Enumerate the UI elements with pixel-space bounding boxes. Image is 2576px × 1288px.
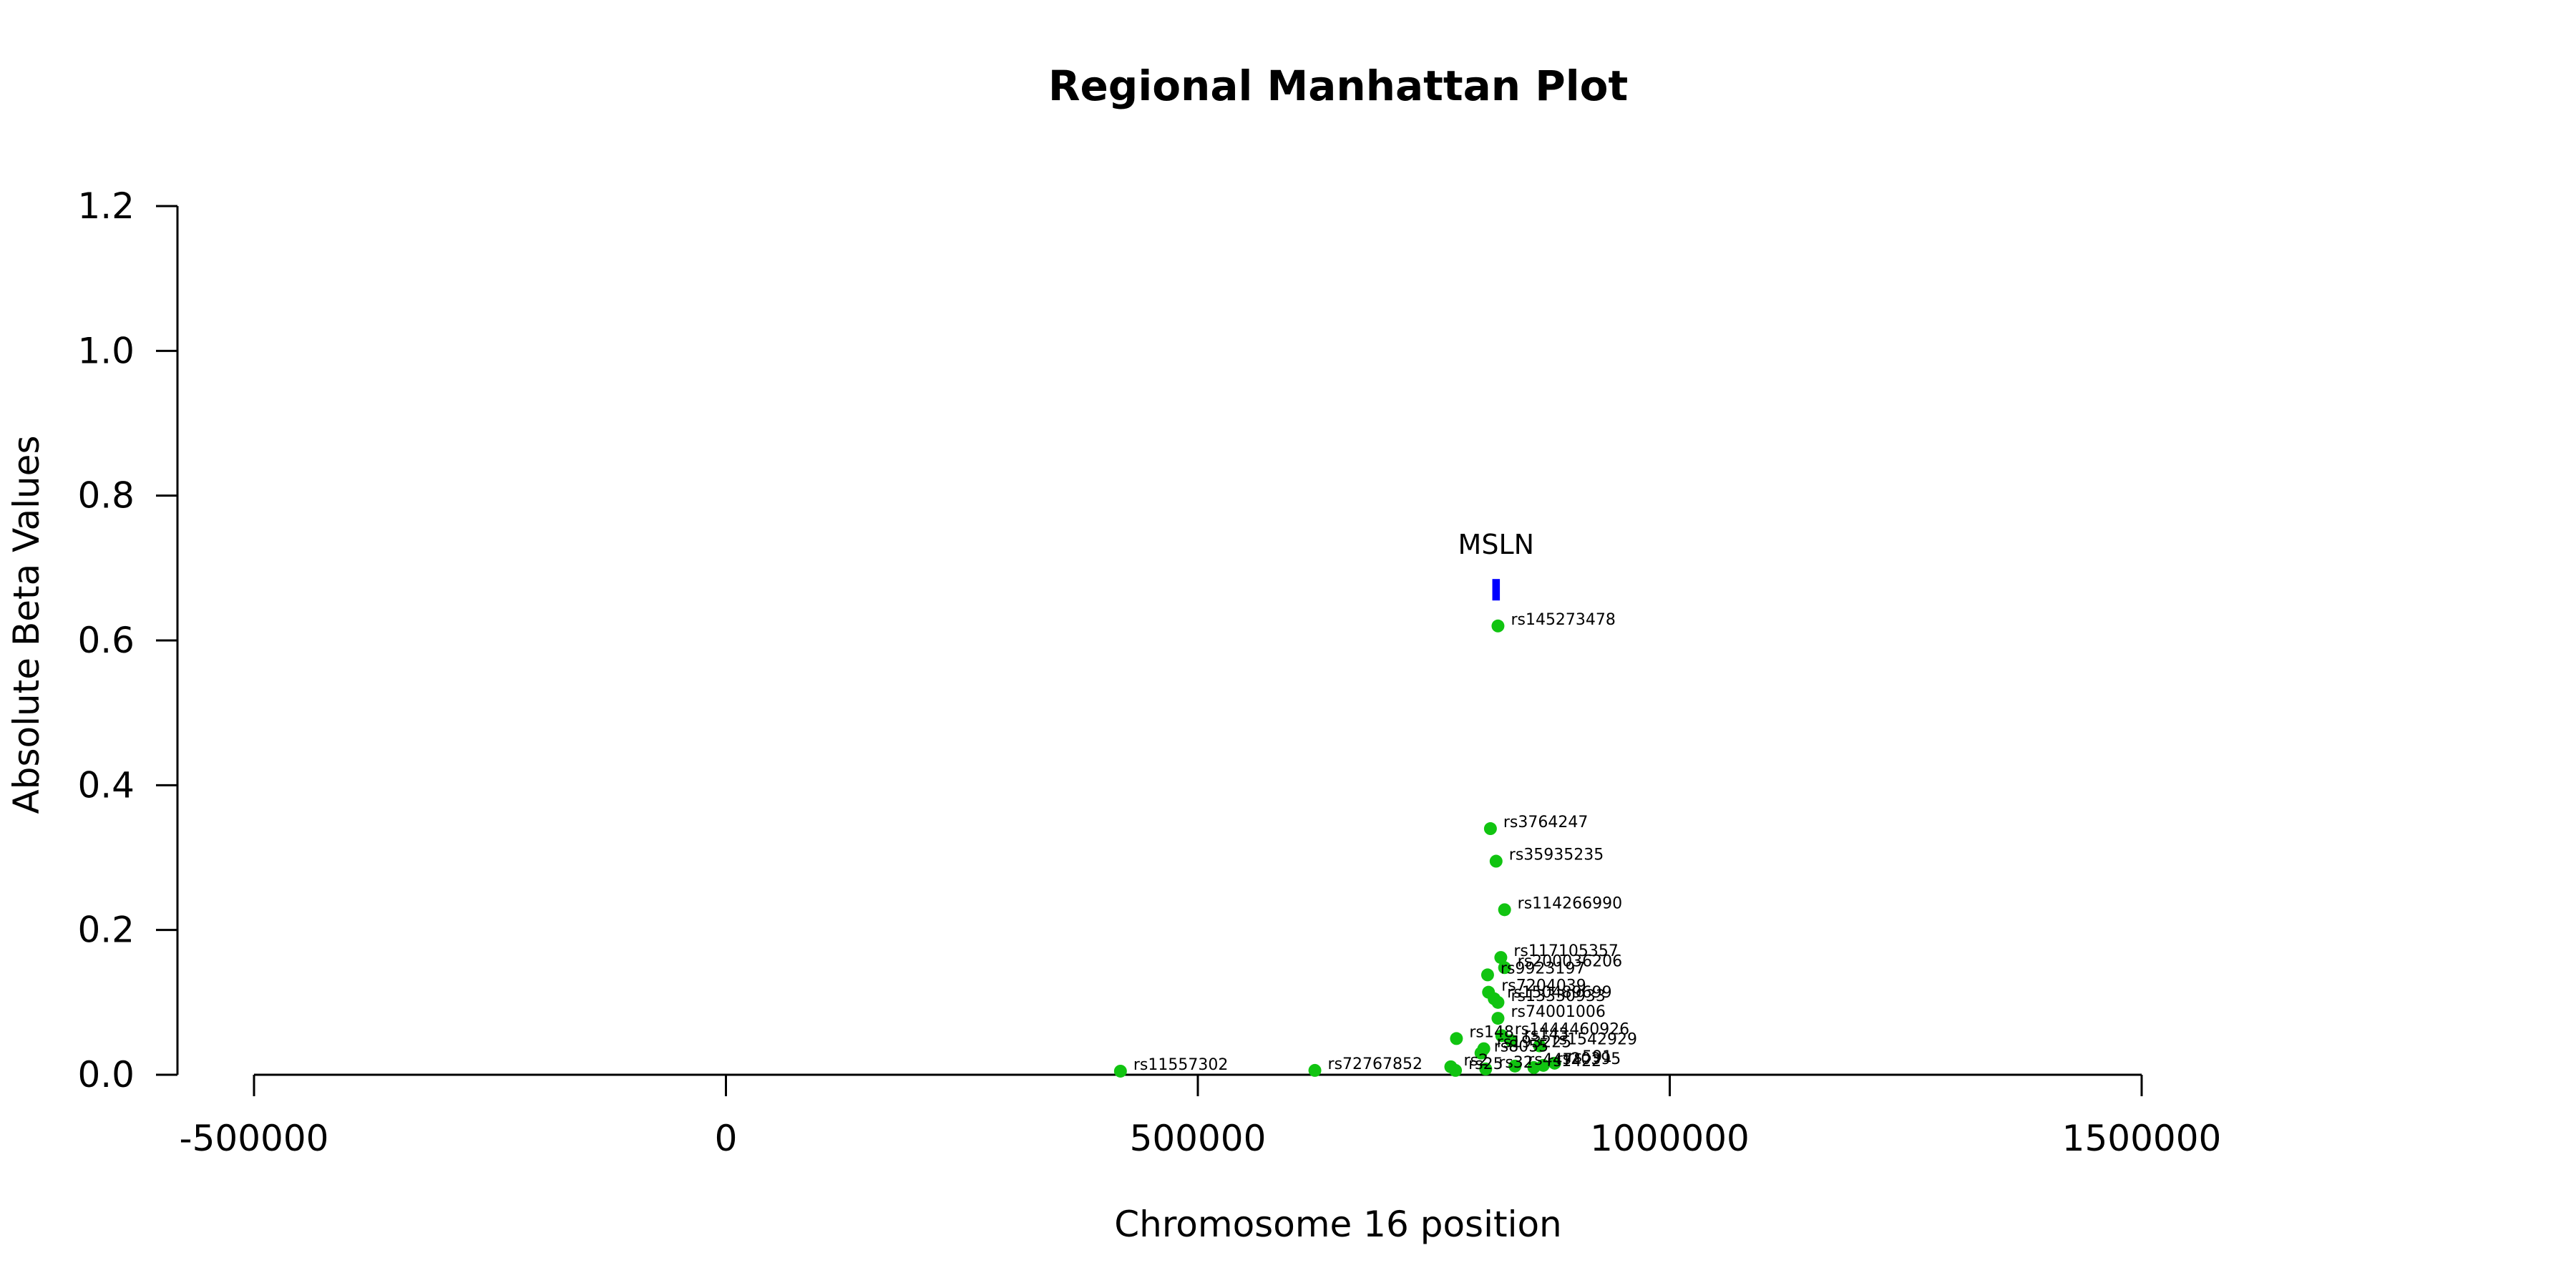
snp-label: rs145273478 [1511,611,1615,629]
snp-point [1491,1012,1505,1025]
gene-label: MSLN [1458,529,1535,560]
y-tick-label: 0.0 [77,1054,135,1096]
snp-label: rs143 [1524,1025,1569,1043]
x-axis: -500000 0 500000 1000000 1500000 [180,1073,2222,1159]
y-axis: 0.0 0.2 0.4 0.6 0.8 1.0 1.2 [77,185,179,1096]
snp-point [1489,854,1503,868]
y-tick-label: 0.8 [77,475,135,517]
y-tick-label: 0.4 [77,764,135,806]
x-tick-label: 1500000 [2062,1118,2222,1159]
snp-point [1480,968,1494,982]
snp-label: rs25 [1468,1055,1503,1073]
snp-label: rs591 [1568,1048,1613,1066]
snp-point [1113,1064,1127,1078]
snp-label: rs148 [1469,1023,1514,1041]
snp-label: rs35935235 [1509,847,1604,864]
x-axis-label: Chromosome 16 position [1114,1204,1562,1245]
snp-label: rs32 [1498,1054,1533,1072]
chart-title: Regional Manhattan Plot [1048,62,1628,110]
snp-label: rs200036206 [1518,952,1622,970]
snp-point [1491,619,1505,633]
snp-point [1308,1063,1322,1077]
y-tick-label: 0.6 [77,620,135,661]
snp-point [1508,1059,1522,1073]
snp-point [1548,1056,1561,1070]
x-tick-label: 0 [715,1118,738,1159]
snp-point [1498,903,1511,917]
snp-point [1533,1039,1546,1053]
snp-point [1474,1046,1488,1060]
snp-labels: rs145273478 rs3764247 rs35935235 rs11426699… [1133,611,1637,1074]
snp-label: rs117105357 [1513,942,1618,960]
snp-label: rs20395 [1556,1050,1621,1068]
snp-point [1483,822,1497,836]
snp-label: rs72767852 [1328,1055,1423,1073]
gene-bar [1492,579,1501,601]
y-tick-label: 1.2 [77,185,135,227]
snp-label: rs9923197 [1501,960,1586,977]
snp-label: rs447 [1528,1051,1573,1069]
snp-point [1536,1058,1550,1072]
gene-track: MSLN [1458,529,1535,601]
snp-point [1449,1063,1463,1077]
x-tick-label: 1000000 [1590,1118,1750,1159]
snp-label: rs1542929 [1552,1031,1637,1049]
snp-point [1491,995,1505,1009]
snp-label: rs2 [1463,1052,1488,1070]
snp-label: rs7204039 [1501,977,1586,995]
snp-label: rs1444460926 [1515,1020,1629,1038]
snp-label: rs11557302 [1133,1056,1228,1074]
x-tick-label: -500000 [180,1118,329,1159]
snp-label: rs150489699 [1507,984,1611,1002]
snp-points [1113,619,1561,1078]
snp-point [1495,1029,1508,1043]
y-tick-label: 1.0 [77,330,135,371]
snp-label: rs74001006 [1511,1003,1605,1021]
snp-point [1504,1034,1518,1048]
x-tick-label: 500000 [1130,1118,1267,1159]
snp-label: rs3764247 [1503,814,1589,831]
snp-label: rs114266990 [1518,894,1622,912]
y-tick-label: 0.2 [77,909,135,951]
snp-point [1494,951,1508,965]
y-axis-label: Absolute Beta Values [6,436,47,814]
snp-point [1450,1032,1463,1045]
snp-label: rs13330933 [1511,987,1605,1005]
snp-label: rs193225 [1497,1034,1572,1052]
snp-label: rs1422 [1547,1053,1602,1070]
snp-point [1479,1062,1493,1075]
snp-point [1498,961,1511,975]
snp-label: rs8055 [1494,1038,1549,1056]
